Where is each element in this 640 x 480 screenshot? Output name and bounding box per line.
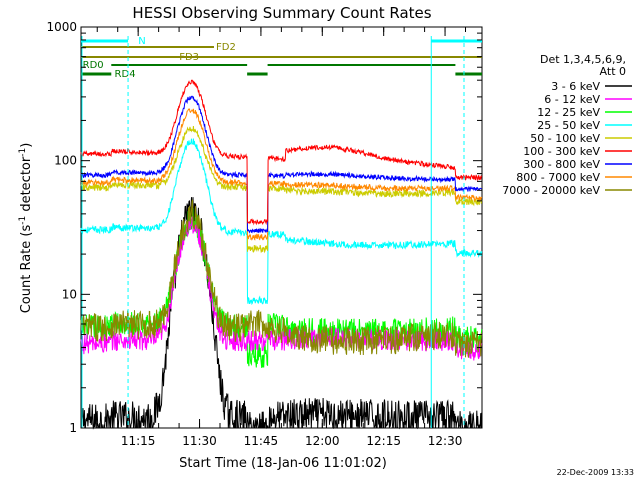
flag-layer: N FD2 FD3 RD0 RD4 bbox=[81, 36, 482, 428]
legend-label: 100 - 300 keV bbox=[523, 145, 600, 158]
legend-header-line: Att 0 bbox=[600, 65, 626, 78]
flag-label-RD4: RD4 bbox=[115, 69, 136, 80]
x-tick-label: 12:30 bbox=[428, 434, 463, 448]
legend-label: 800 - 7000 keV bbox=[516, 171, 600, 184]
series-layer bbox=[80, 79, 483, 430]
series-line-3to6keV bbox=[80, 197, 483, 430]
plot-area: N FD2 FD3 RD0 RD4 1 10 100 1000 11:15 11:30 11:45… bbox=[46, 20, 483, 448]
x-tick-label: 12:00 bbox=[305, 434, 340, 448]
y-tick-label: 100 bbox=[54, 154, 77, 168]
legend-label: 300 - 800 keV bbox=[523, 158, 600, 171]
y-axis-label-sup2: -1 bbox=[18, 148, 28, 157]
legend-label: 25 - 50 keV bbox=[537, 119, 600, 132]
y-axis-label-main: Count Rate (s bbox=[19, 225, 34, 314]
x-tick-label: 12:15 bbox=[366, 434, 401, 448]
series-line-25to50keV bbox=[80, 138, 483, 306]
series-line-100to300keV bbox=[80, 79, 483, 226]
legend-label: 3 - 6 keV bbox=[551, 80, 600, 93]
y-tick-label: 10 bbox=[62, 287, 77, 301]
legend-label: 12 - 25 keV bbox=[537, 106, 600, 119]
y-tick-label: 1000 bbox=[46, 20, 77, 34]
flag-label-FD2: FD2 bbox=[216, 42, 236, 53]
series-line-300to800keV bbox=[80, 95, 482, 234]
y-axis-label: Count Rate (s-1 detector-1) bbox=[18, 143, 34, 314]
series-line-7000to20000keV bbox=[80, 199, 483, 358]
series-line-50to100keV bbox=[80, 125, 483, 254]
x-axis-label: Start Time (18-Jan-06 11:01:02) bbox=[179, 456, 387, 471]
chart-title: HESSI Observing Summary Count Rates bbox=[132, 4, 431, 22]
y-axis: 1 10 100 1000 bbox=[46, 20, 482, 435]
flag-label-N: N bbox=[138, 36, 145, 47]
y-axis-label-end: ) bbox=[19, 143, 34, 148]
y-tick-label: 1 bbox=[69, 421, 77, 435]
flag-label-RD0: RD0 bbox=[83, 60, 104, 71]
legend-label: 7000 - 20000 keV bbox=[502, 184, 600, 197]
x-axis: 11:15 11:30 11:45 12:00 12:15 12:30 bbox=[96, 27, 467, 448]
y-axis-label-mid: detector bbox=[19, 156, 34, 216]
y-axis-label-sup1: -1 bbox=[18, 216, 28, 225]
flag-label-FD3: FD3 bbox=[179, 52, 199, 63]
legend-header-line: Det 1,3,4,5,6,9, bbox=[540, 53, 626, 66]
series-line-800to7000keV bbox=[80, 108, 483, 241]
legend-label: 50 - 100 keV bbox=[530, 132, 600, 145]
x-tick-label: 11:30 bbox=[182, 434, 217, 448]
x-tick-label: 11:45 bbox=[244, 434, 279, 448]
legend-label: 6 - 12 keV bbox=[544, 93, 600, 106]
footer-date: 22-Dec-2009 13:33 bbox=[557, 468, 634, 477]
x-tick-label: 11:15 bbox=[121, 434, 156, 448]
